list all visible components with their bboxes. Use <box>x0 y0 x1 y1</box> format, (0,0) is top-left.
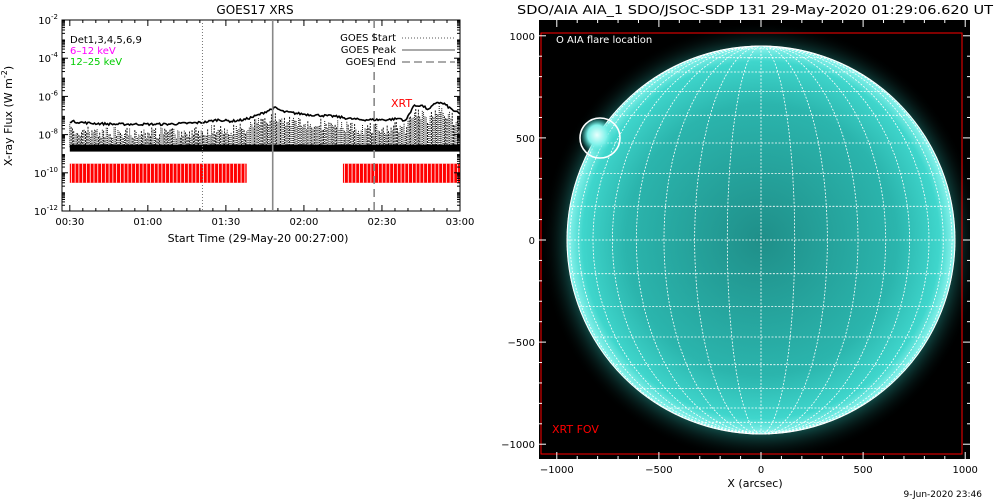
longitude-line <box>663 45 762 435</box>
aia-image-panel: SDO/AIA AIA_1 SDO/JSOC-SDP 131 29-May-20… <box>501 3 994 490</box>
aia-image-content <box>541 22 970 459</box>
aia-y-tick-label: 500 <box>516 134 535 145</box>
aia-x-axis: −1000 −500 0 500 1000 <box>540 20 978 476</box>
xrt-label: XRT <box>391 97 412 110</box>
goes-energy-bands: Det1,3,4,5,6,9 6–12 keV 12–25 keV <box>70 35 142 68</box>
longitude-line <box>760 45 953 435</box>
solar-limb <box>566 45 956 435</box>
aia-x-axis-label: X (arcsec) <box>727 477 782 490</box>
footer-timestamp: 9-Jun-2020 23:46 <box>904 490 983 500</box>
goes-y-axis-label: X-ray Flux (W m-2) <box>0 66 15 166</box>
goes-x-tick-label: 02:30 <box>368 217 397 228</box>
aia-y-tick-label: −1000 <box>501 440 535 451</box>
aia-y-tick-label: 1000 <box>510 32 535 43</box>
longitude-line <box>760 45 930 435</box>
aia-x-tick-label: 1000 <box>952 465 977 476</box>
longitude-line <box>726 45 762 435</box>
aia-x-tick-label: −1000 <box>540 465 574 476</box>
band-6-12kev-label: 6–12 keV <box>70 46 116 57</box>
goes-x-axis-label: Start Time (29-May-20 00:27:00) <box>168 232 349 245</box>
goes-y-tick-label: 10-8 <box>38 128 58 142</box>
band-12-25kev-label: 12–25 keV <box>70 57 122 68</box>
goes-plot-title: GOES17 XRS <box>216 3 293 17</box>
longitude-line <box>760 45 859 435</box>
goes-noise-floor <box>69 144 460 152</box>
longitude-line <box>760 45 796 435</box>
goes-y-tick-label: 10-10 <box>34 166 58 180</box>
band-detectors-label: Det1,3,4,5,6,9 <box>70 35 142 46</box>
goes-legend: GOES Start GOES Peak GOES End <box>340 33 455 68</box>
goes-y-tick-label: 10-12 <box>34 204 58 218</box>
longitude-line <box>592 45 762 435</box>
longitude-line <box>760 45 828 435</box>
longitude-line <box>760 45 944 435</box>
goes-x-tick-label: 02:00 <box>290 217 319 228</box>
aia-x-tick-label: 500 <box>854 465 873 476</box>
flare-location-label: O AIA flare location <box>556 35 652 46</box>
goes-x-tick-label: 00:30 <box>55 217 84 228</box>
goes-y-axis-label-text: X-ray Flux (W m <box>2 78 15 166</box>
flare-location-circle <box>579 117 621 159</box>
goes-y-tick-label: 10-2 <box>38 13 58 27</box>
longitude-line <box>760 45 911 435</box>
legend-goes-peak-label: GOES Peak <box>341 45 396 56</box>
aia-y-axis: −1000 −500 0 500 1000 <box>501 32 970 451</box>
flare-brightening <box>580 117 614 153</box>
goes-flux-curve <box>69 101 461 127</box>
goes-event-markers <box>201 20 375 211</box>
aia-y-tick-label: −500 <box>508 338 535 349</box>
longitude-line <box>569 45 762 435</box>
goes-y-axis: 10-12 10-10 10-8 10-6 10-4 10-2 <box>34 13 460 218</box>
goes-x-tick-label: 01:00 <box>133 217 162 228</box>
goes-xrs-panel: GOES17 XRS 00:30 01:00 01:30 02:00 02:30 03:0… <box>0 3 474 245</box>
longitude-line <box>578 45 762 435</box>
longitude-line <box>694 45 762 435</box>
goes-x-tick-label: 03:00 <box>446 217 475 228</box>
aia-x-tick-label: −500 <box>645 465 672 476</box>
aia-y-tick-label: 0 <box>529 236 535 247</box>
goes-y-axis-label-close: ) <box>2 66 15 70</box>
longitude-line <box>611 45 762 435</box>
goes-y-tick-label: 10-4 <box>38 51 58 65</box>
legend-goes-end-label: GOES End <box>346 57 396 68</box>
goes-plot-area <box>61 19 461 212</box>
goes-x-axis: 00:30 01:00 01:30 02:00 02:30 03:00 <box>55 20 474 228</box>
xrt-fov-label: XRT FOV <box>552 423 599 436</box>
longitude-line <box>635 45 762 435</box>
aia-image-title: SDO/AIA AIA_1 SDO/JSOC-SDP 131 29-May-20… <box>517 3 994 17</box>
xrt-coverage-bars <box>69 163 460 183</box>
goes-y-axis-label-exponent: -2 <box>0 70 9 78</box>
goes-noise-band <box>69 105 461 152</box>
legend-goes-start-label: GOES Start <box>340 33 396 44</box>
xrt-fov-box <box>540 32 963 455</box>
longitude-line <box>760 45 887 435</box>
aia-x-tick-label: 0 <box>758 465 764 476</box>
goes-x-tick-label: 01:30 <box>211 217 240 228</box>
goes-y-tick-label: 10-6 <box>38 89 58 103</box>
